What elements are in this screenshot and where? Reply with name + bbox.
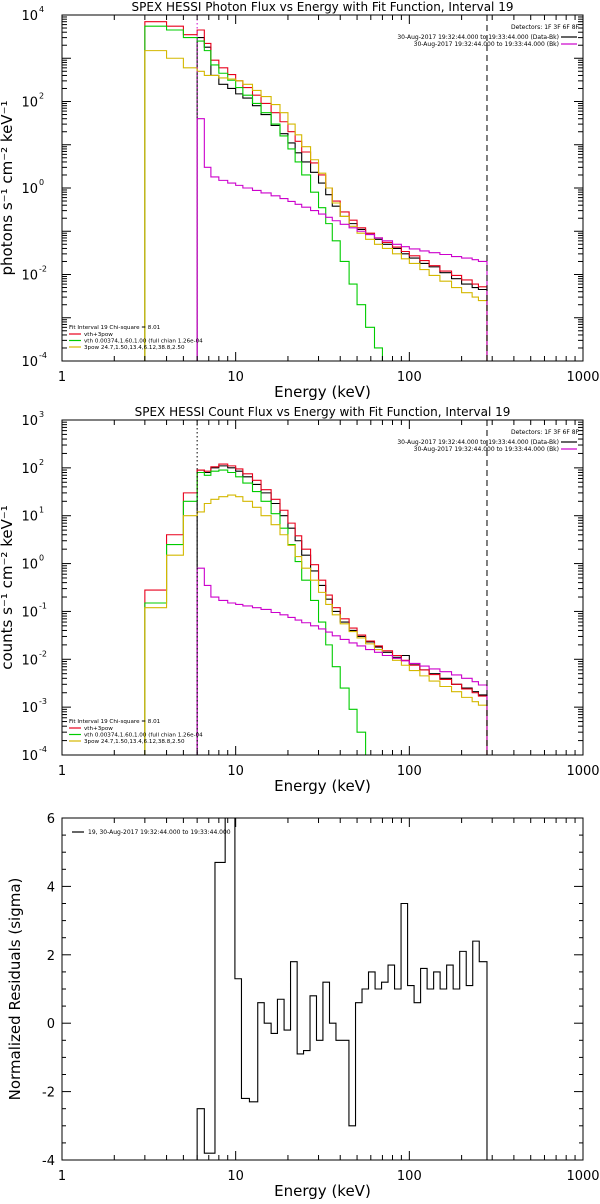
series-3pow-line [144,494,488,755]
legend-entry-label: vth+3pow [84,332,113,338]
chart-title: SPEX HESSI Count Flux vs Energy with Fit… [135,405,511,419]
y-tick-label: 10 [21,701,38,716]
y-tick-exponent: -3 [39,697,47,706]
legend-top-right: Detectors: 1F 3F 6F 8F 30-Aug-2017 19:32:… [397,429,579,453]
y-tick-exponent: -2 [39,265,47,274]
chart-panel-residuals: 1 10 100 1000 Energy (keV) -4 -2 0 2 4 6 Normalized… [6,812,600,1200]
legend-entry-label: vth 0.00374,1.60,1.00 (full chian 1.26e-… [84,339,203,345]
y-tick-exponent: -4 [39,745,47,754]
x-tick-label: 1 [58,1169,66,1184]
legend-entry-label: 30-Aug-2017 19:32:44.000 to 19:33:44.000… [397,439,559,446]
series-vth-3pow-line [144,21,488,361]
y-tick-exponent: 0 [39,178,44,187]
legend-top-right: Detectors: 1F 3F 6F 8F 30-Aug-2017 19:32:… [397,24,579,48]
y-tick-label: 10 [21,9,38,24]
series-data-bk-line [196,37,488,361]
series-vth-3pow-line [144,463,488,755]
x-tick-label: 1000 [566,764,599,779]
legend-fit-header: Fit Interval 19 Chi-square = 8.01 [69,325,161,331]
legend-detectors: Detectors: 1F 3F 6F 8F [511,24,580,31]
legend-fit-header: Fit Interval 19 Chi-square = 8.01 [69,719,161,725]
x-tick-label: 100 [397,1169,422,1184]
legend-entry-label: 30-Aug-2017 19:32:44.000 to 19:33:44.000… [414,41,559,48]
y-tick-label: 4 [47,880,55,895]
x-tick-label: 10 [227,764,244,779]
y-tick-label: 10 [21,510,38,525]
x-tick-label: 10 [227,1169,244,1184]
plot-area [144,463,488,755]
series-data-bk-line [196,465,488,755]
series-bk-line [196,118,488,361]
legend-bottom-left: Fit Interval 19 Chi-square = 8.01vth+3po… [69,719,203,745]
x-tick-label: 1000 [566,1169,599,1184]
series-vth-line [144,469,367,755]
y-tick-label: 10 [21,749,38,764]
chart-title: SPEX HESSI Photon Flux vs Energy with Fi… [132,0,514,14]
y-tick-exponent: -1 [39,601,47,610]
y-tick-exponent: 2 [39,458,44,467]
plot-area [144,21,488,361]
x-axis: 1 10 100 1000 Energy (keV) [58,420,600,795]
y-tick-label: 0 [47,1017,55,1032]
y-tick-exponent: 0 [39,554,44,563]
y-tick-label: 10 [21,558,38,573]
legend-entry-label: 19, 30-Aug-2017 19:32:44.000 to 19:33:44… [88,829,231,836]
y-tick-label: 10 [21,269,38,284]
legend-top-left: 19, 30-Aug-2017 19:32:44.000 to 19:33:44… [72,829,231,836]
y-axis-label: Normalized Residuals (sigma) [6,878,24,1101]
legend-bottom-left: Fit Interval 19 Chi-square = 8.01vth+3po… [69,325,203,351]
y-tick-label: 10 [21,653,38,668]
legend-entry-label: 30-Aug-2017 19:32:44.000 to 19:33:44.000… [397,34,559,41]
y-axis-label: counts s⁻¹ cm⁻² keV⁻¹ [0,505,16,670]
legend-entry-label: 30-Aug-2017 19:32:44.000 to 19:33:44.000… [414,446,559,453]
x-tick-label: 1000 [566,370,599,385]
y-tick-exponent: 4 [39,5,44,14]
series-vth-line [144,25,383,361]
legend-entry-label: vth 0.00374,1.60,1.00 (full chian 1.26e-… [84,733,203,739]
y-tick-label: 10 [21,355,38,370]
x-tick-label: 10 [227,370,244,385]
y-tick-label: 6 [47,812,55,827]
plot-area [196,818,488,1160]
y-tick-exponent: -2 [39,649,47,658]
x-axis-label: Energy (keV) [274,383,371,401]
y-tick-label: 10 [21,462,38,477]
y-axis: -4 -2 0 2 4 6 Normalized Residuals (sigma) [6,812,583,1169]
plot-frame [61,419,584,756]
x-axis-label: Energy (keV) [274,777,371,795]
x-tick-label: 1 [58,370,66,385]
y-tick-exponent: 3 [39,410,44,419]
x-axis-label: Energy (keV) [274,1182,371,1200]
x-tick-label: 100 [397,370,422,385]
y-axis-label: photons s⁻¹ cm⁻² keV⁻¹ [0,101,16,276]
y-tick-label: 2 [47,949,55,964]
legend-entry-label: 3pow 24.7,1.50,13.4,6.12,38.8,2.50 [84,345,185,351]
x-axis: 1 10 100 1000 Energy (keV) [58,818,600,1200]
y-tick-label: -4 [42,1154,55,1169]
y-tick-label: 10 [21,96,38,111]
y-tick-label: 10 [21,414,38,429]
legend-entry-label: vth+3pow [84,726,113,732]
y-tick-label: 10 [21,605,38,620]
y-tick-exponent: 1 [39,506,44,515]
legend-entry-label: 3pow 24.7,1.50,13.4,6.12,38.8,2.50 [84,739,185,745]
series-3pow-line [144,50,488,361]
x-axis: 1 10 100 1000 Energy (keV) [58,15,600,401]
y-tick-label: -2 [42,1086,55,1101]
x-tick-label: 1 [58,764,66,779]
legend-detectors: Detectors: 1F 3F 6F 8F [511,429,580,436]
x-tick-label: 100 [397,764,422,779]
y-tick-label: 10 [21,182,38,197]
series-19-30-aug-2017-19-32-44-000-to-19-33-44-000-line [196,818,488,1160]
y-tick-exponent: 2 [39,92,44,101]
y-tick-exponent: -4 [39,351,47,360]
plot-frame [61,14,584,362]
series-bk-line [196,567,488,755]
